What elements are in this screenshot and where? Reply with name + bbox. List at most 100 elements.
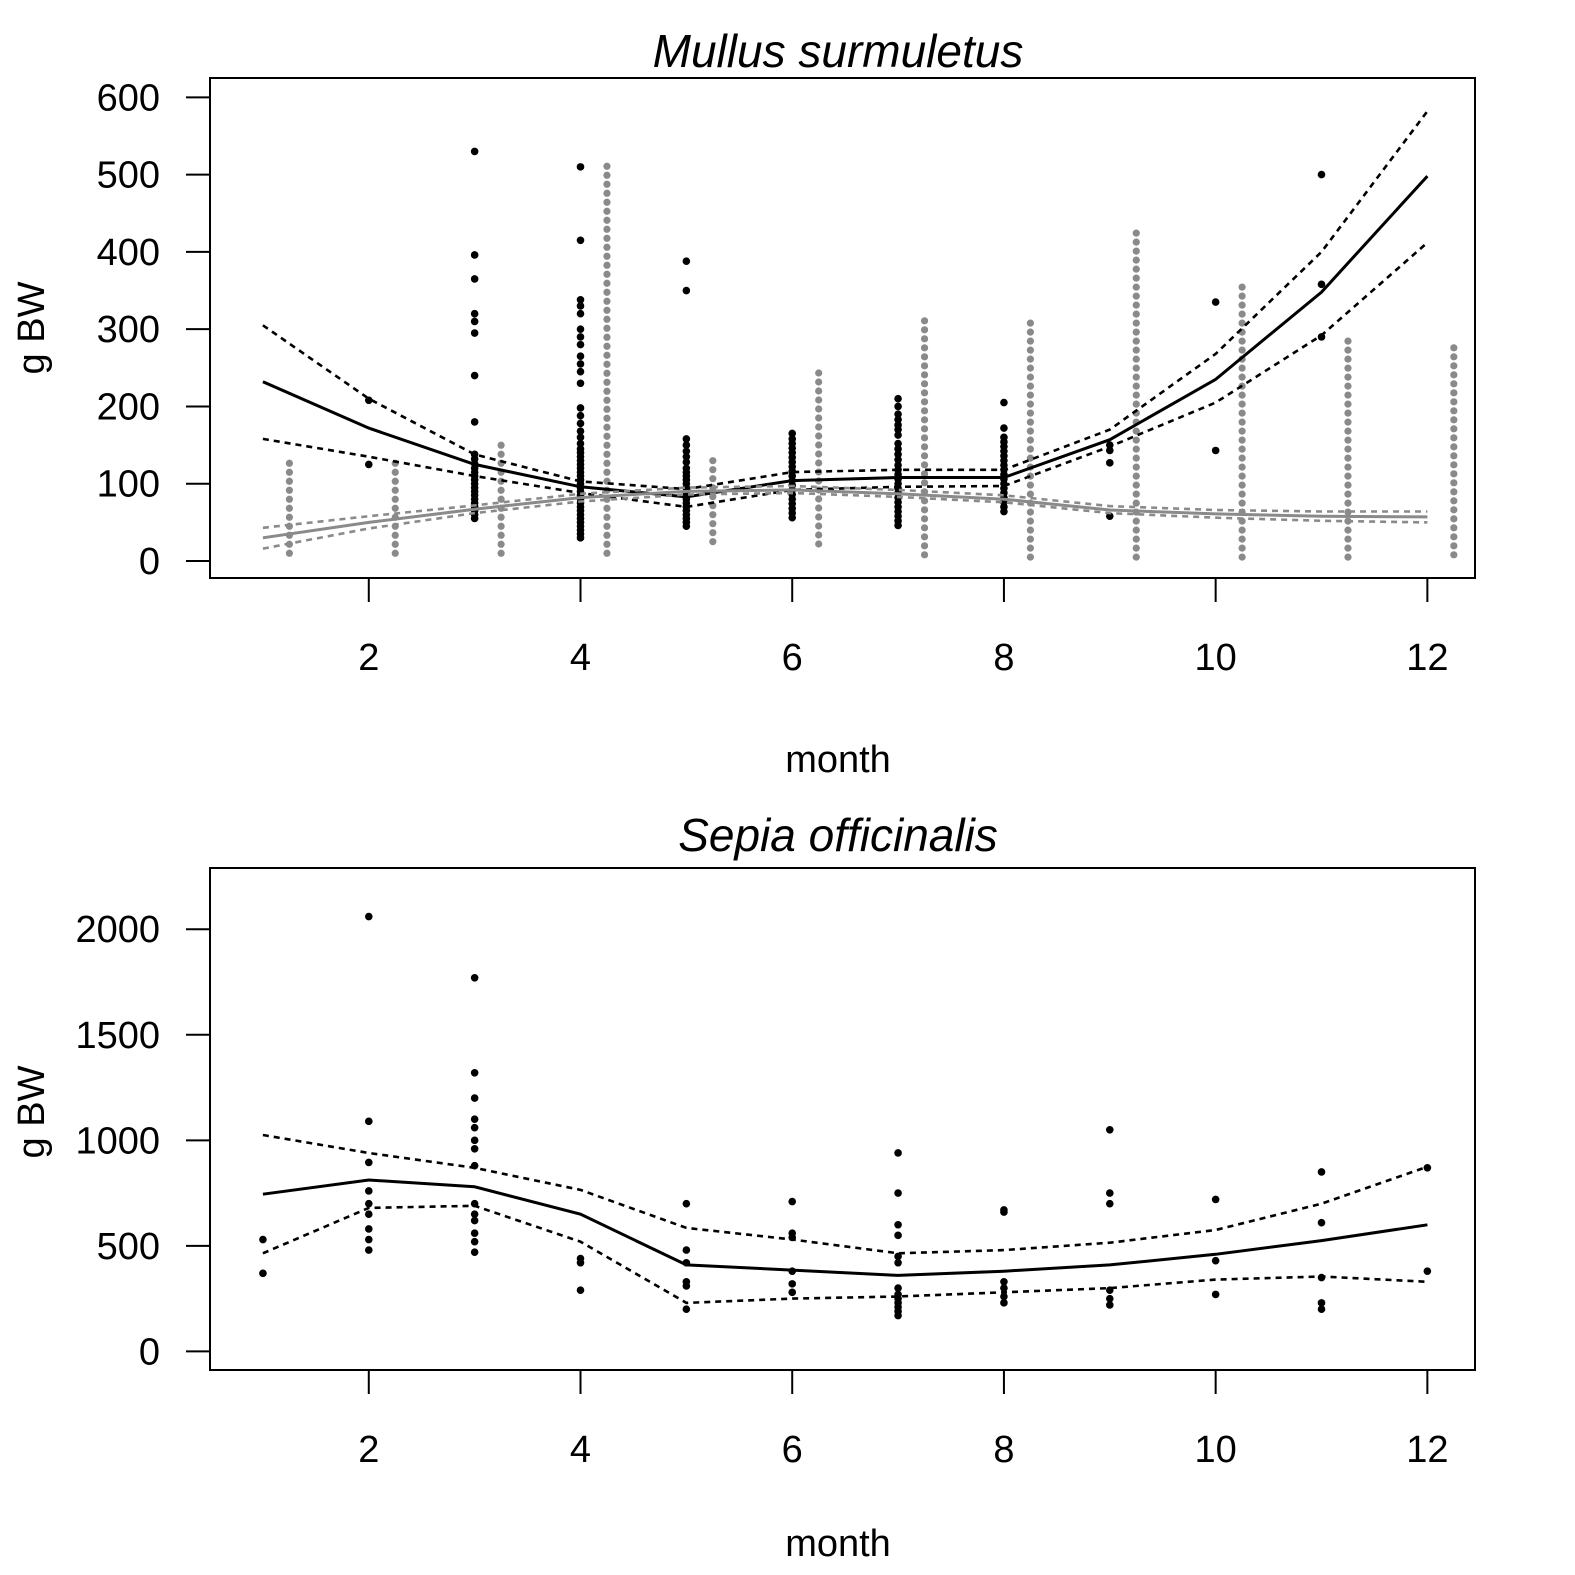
data-point — [894, 402, 902, 411]
data-point — [391, 468, 399, 476]
x-tick-label: 10 — [1195, 1429, 1237, 1471]
data-point — [1238, 310, 1246, 318]
plot-frame — [209, 77, 1476, 579]
data-point — [285, 549, 293, 557]
data-point — [1132, 319, 1140, 327]
data-point — [894, 410, 902, 418]
data-point — [1238, 283, 1246, 291]
data-point — [815, 378, 823, 386]
data-point — [364, 1246, 373, 1254]
data-point — [1344, 337, 1352, 345]
data-point — [364, 1225, 373, 1233]
data-point — [1026, 364, 1034, 372]
data-point — [1423, 1267, 1432, 1276]
data-point — [1132, 400, 1140, 408]
x-tick-label: 8 — [993, 1429, 1014, 1471]
data-point — [920, 470, 929, 478]
data-point — [470, 1115, 479, 1124]
data-point — [894, 1189, 902, 1197]
data-point — [1105, 1294, 1114, 1303]
data-point — [285, 477, 293, 485]
data-point — [1450, 371, 1458, 379]
data-point — [920, 506, 929, 514]
data-point — [920, 542, 929, 550]
y-tick-label: 200 — [97, 386, 160, 428]
data-point — [815, 423, 823, 431]
data-point — [576, 340, 585, 349]
data-point — [1000, 424, 1008, 432]
x-tick-label: 12 — [1406, 637, 1448, 679]
data-point — [1026, 517, 1034, 525]
ci-lower-line — [262, 241, 1429, 509]
data-point — [1026, 391, 1034, 399]
data-point — [1132, 328, 1140, 336]
fit-line — [262, 175, 1429, 499]
data-point — [603, 243, 611, 251]
data-point — [815, 540, 823, 548]
data-point — [1132, 481, 1140, 489]
data-point — [788, 429, 797, 438]
data-point — [497, 441, 505, 449]
ci-lower-line — [262, 1204, 1428, 1305]
data-point — [894, 1284, 902, 1292]
x-tick-label: 4 — [570, 637, 591, 679]
data-point — [603, 369, 611, 377]
data-point — [603, 207, 611, 215]
data-point — [1344, 382, 1352, 390]
x-axis-label: month — [785, 1523, 891, 1565]
data-point — [682, 257, 691, 265]
data-point — [1238, 427, 1246, 435]
data-point — [1026, 490, 1034, 498]
data-point — [1026, 481, 1034, 489]
data-point — [1132, 427, 1140, 435]
data-point — [603, 342, 611, 350]
y-axis-label: g BW — [11, 281, 53, 374]
data-point — [1026, 526, 1034, 534]
data-point — [576, 302, 585, 310]
data-point — [1026, 418, 1034, 426]
data-point — [1450, 542, 1458, 550]
data-point — [1000, 1208, 1008, 1216]
data-point — [920, 326, 929, 334]
data-point — [603, 270, 611, 278]
data-point — [815, 414, 823, 422]
data-point — [920, 434, 929, 442]
data-point — [1132, 463, 1140, 471]
data-point — [603, 423, 611, 431]
data-point — [1344, 454, 1352, 462]
data-point — [576, 1286, 585, 1295]
data-point — [1000, 1292, 1008, 1301]
data-point — [1132, 364, 1140, 372]
data-point — [576, 439, 585, 448]
data-point — [1344, 346, 1352, 354]
data-point — [1026, 553, 1034, 561]
data-point — [603, 441, 611, 449]
data-point — [920, 344, 929, 352]
data-point — [364, 460, 373, 469]
data-point — [1344, 481, 1352, 489]
data-point — [576, 309, 585, 318]
data-point — [391, 540, 399, 548]
data-point — [1026, 346, 1034, 354]
data-point — [815, 441, 823, 449]
data-point — [1238, 454, 1246, 462]
data-point — [920, 524, 929, 532]
data-point — [894, 431, 902, 439]
y-axis-label: g BW — [11, 1065, 53, 1158]
data-point — [1026, 409, 1034, 417]
data-point — [576, 1258, 585, 1267]
data-point — [603, 234, 611, 242]
data-point — [920, 335, 929, 343]
data-point — [1450, 416, 1458, 424]
data-point — [391, 477, 399, 485]
data-point — [1238, 553, 1246, 561]
data-point — [576, 360, 585, 368]
data-point — [709, 511, 717, 519]
data-point — [1450, 551, 1458, 559]
data-point — [894, 1220, 902, 1229]
data-point — [894, 415, 902, 424]
ci-upper-line — [262, 110, 1429, 491]
data-point — [1238, 337, 1246, 345]
data-point — [920, 398, 929, 406]
